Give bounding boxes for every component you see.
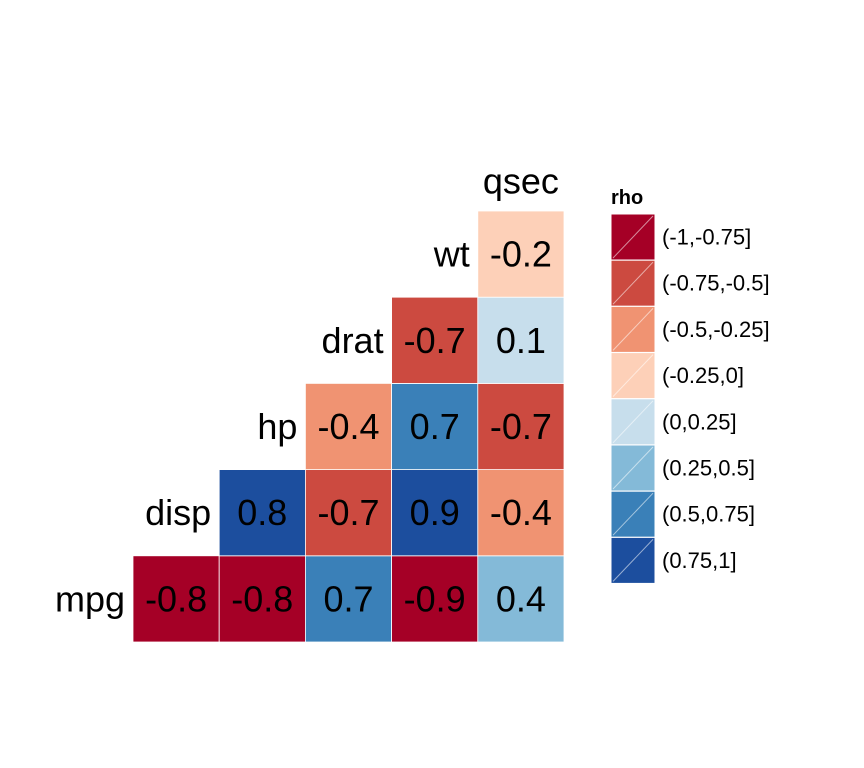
legend-keys: (-1,-0.75] (-0.75,-0.5] (-0.5,-0.25] (-0.25… [610,213,770,584]
heatmap-cell-drat-disp [304,469,392,557]
heatmap-cell-wt-mpg [391,555,479,643]
cell-value-label: -0.4 [317,406,379,447]
heatmap-cell-hp-disp [218,469,306,557]
legend-key-label: (0.5,0.75] [662,502,755,527]
legend-key-label: (-0.75,-0.5] [662,271,770,296]
heatmap-cell-qsec-disp [477,469,565,557]
heatmap-cells [132,210,565,643]
legend-key-diagonal [612,308,654,351]
cell-value-label: -0.8 [145,578,207,619]
legend: rho (-1,-0.75](-0.75,-0.5](-0.5,-0.25](-… [610,187,770,584]
legend-title: rho [611,187,643,209]
heatmap-cell-wt-drat [391,296,479,384]
legend-key-label: (-0.5,-0.25] [662,317,770,342]
legend-key-diagonal [612,354,654,397]
heatmap-cell-qsec-mpg [477,555,565,643]
cell-value-label: -0.7 [404,320,466,361]
variable-label-disp: disp [145,492,211,533]
heatmap-cell-drat-mpg [304,555,392,643]
cell-value-label: -0.7 [317,492,379,533]
heatmap-cell-disp-mpg [132,555,220,643]
cell-value-label: 0.7 [410,406,460,447]
legend-key-diagonal [612,400,654,444]
cell-value-label: 0.4 [496,578,546,619]
legend-key-diagonal [612,446,654,490]
heatmap-cell-qsec-hp [477,382,565,470]
cell-value-label: 0.7 [323,578,373,619]
heatmap-cell-wt-disp [391,469,479,557]
legend-key-label: (0.75,1] [662,548,737,573]
cell-value-label: 0.8 [237,492,287,533]
legend-key-label: (-1,-0.75] [662,225,751,250]
cell-value-label: 0.1 [496,320,546,361]
cell-value-label: -0.2 [490,234,552,275]
heatmap-cell-qsec-wt [477,210,565,298]
legend-key-diagonal [612,215,654,259]
cell-value-label: -0.7 [490,406,552,447]
heatmap-cell-hp-mpg [218,555,306,643]
legend-key-diagonal [612,261,654,305]
legend-key-diagonal [612,539,654,582]
variable-label-qsec: qsec [483,161,559,202]
heatmap-cell-drat-hp [304,382,392,470]
heatmap-cell-wt-hp [391,382,479,470]
legend-key-label: (0,0.25] [662,409,737,434]
cell-value-label: 0.9 [410,492,460,533]
variable-label-mpg: mpg [55,578,125,619]
legend-key-diagonal [612,492,654,536]
cell-value-label: -0.4 [490,492,552,533]
heatmap-cell-labels: -0.8 -0.8 0.8 0.7 -0.7 -0.4 -0.9 0.9 0.7 -0.7 0.4 -… [145,234,552,620]
legend-key-label: (-0.25,0] [662,363,744,388]
cell-value-label: -0.8 [231,578,293,619]
legend-key-label: (0.25,0.5] [662,456,755,481]
cell-value-label: -0.9 [404,578,466,619]
variable-label-wt: wt [433,234,470,275]
variable-label-hp: hp [257,406,297,447]
variable-label-drat: drat [322,320,384,361]
